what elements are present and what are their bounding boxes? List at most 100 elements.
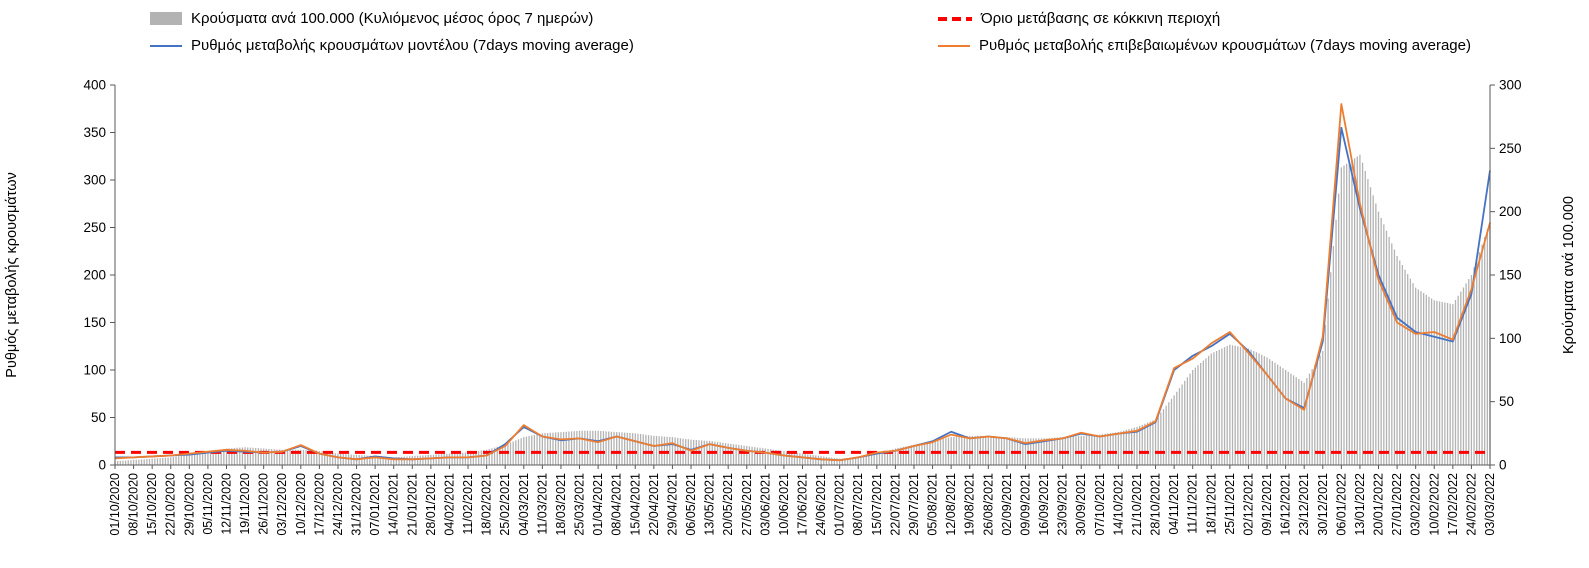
svg-text:29/10/2020: 29/10/2020 <box>182 473 196 536</box>
svg-text:20/01/2022: 20/01/2022 <box>1372 473 1386 536</box>
svg-text:28/10/2021: 28/10/2021 <box>1149 473 1163 536</box>
threshold-legend-label: Όριο μετάβασης σε κόκκινη περιοχή <box>981 10 1221 27</box>
svg-text:05/11/2020: 05/11/2020 <box>201 473 215 535</box>
svg-text:13/01/2022: 13/01/2022 <box>1353 473 1367 536</box>
svg-text:07/10/2021: 07/10/2021 <box>1093 473 1107 536</box>
svg-text:400: 400 <box>83 78 106 93</box>
svg-text:0: 0 <box>98 458 106 473</box>
svg-text:24/06/2021: 24/06/2021 <box>814 473 828 536</box>
svg-text:29/04/2021: 29/04/2021 <box>665 473 679 536</box>
svg-text:17/12/2020: 17/12/2020 <box>312 473 326 536</box>
svg-text:50: 50 <box>91 410 106 425</box>
svg-text:100: 100 <box>1499 331 1522 346</box>
svg-text:09/12/2021: 09/12/2021 <box>1260 473 1274 536</box>
svg-text:16/12/2021: 16/12/2021 <box>1279 473 1293 536</box>
left-axis-title: Ρυθμός μεταβολής κρουσμάτων <box>4 172 20 378</box>
svg-text:12/08/2021: 12/08/2021 <box>944 473 958 536</box>
legend-item-red-threshold: Όριο μετάβασης σε κόκκινη περιοχή <box>938 10 1220 27</box>
svg-text:03/02/2022: 03/02/2022 <box>1409 473 1423 536</box>
svg-text:17/02/2022: 17/02/2022 <box>1446 473 1460 536</box>
x-axis: 01/10/2020 08/10/2020 15/10/2020 22/10/2020… <box>108 465 1497 536</box>
svg-text:25/11/2021: 25/11/2021 <box>1223 473 1237 535</box>
svg-text:18/11/2021: 18/11/2021 <box>1204 473 1218 535</box>
svg-text:0: 0 <box>1499 458 1507 473</box>
svg-text:20/05/2021: 20/05/2021 <box>721 473 735 536</box>
svg-text:03/12/2020: 03/12/2020 <box>275 473 289 536</box>
svg-text:10/02/2022: 10/02/2022 <box>1427 473 1441 536</box>
svg-text:04/02/2021: 04/02/2021 <box>442 473 456 536</box>
confirmed-legend-swatch-icon <box>938 44 970 47</box>
svg-text:16/09/2021: 16/09/2021 <box>1037 473 1051 536</box>
svg-text:15/04/2021: 15/04/2021 <box>628 473 642 536</box>
svg-text:08/04/2021: 08/04/2021 <box>610 473 624 536</box>
model-line <box>115 126 1491 462</box>
threshold-legend-swatch-icon <box>938 16 972 21</box>
svg-text:200: 200 <box>1499 204 1522 219</box>
svg-text:15/10/2020: 15/10/2020 <box>145 473 159 536</box>
model-legend-swatch-icon <box>150 44 182 47</box>
svg-text:25/02/2021: 25/02/2021 <box>498 473 512 536</box>
right-axis-title: Κρούσματα ανά 100.000 <box>1561 196 1577 354</box>
svg-text:22/04/2021: 22/04/2021 <box>647 473 661 536</box>
svg-text:30/09/2021: 30/09/2021 <box>1074 473 1088 536</box>
bars-legend-label: Κρούσματα ανά 100.000 (Κυλιόμενος μέσος … <box>191 10 594 27</box>
svg-text:26/08/2021: 26/08/2021 <box>981 473 995 536</box>
svg-text:27/05/2021: 27/05/2021 <box>740 473 754 536</box>
svg-text:24/02/2022: 24/02/2022 <box>1464 473 1478 536</box>
svg-text:26/11/2020: 26/11/2020 <box>257 473 271 535</box>
confirmed-legend-label: Ρυθμός μεταβολής επιβεβαιωμένων κρουσμάτ… <box>979 37 1471 54</box>
svg-text:06/01/2022: 06/01/2022 <box>1334 473 1348 536</box>
svg-text:29/07/2021: 29/07/2021 <box>907 473 921 536</box>
svg-text:11/02/2021: 11/02/2021 <box>461 473 475 535</box>
svg-text:21/10/2021: 21/10/2021 <box>1130 473 1144 536</box>
y-axis-right: 0 50 100 150 200 250 300 <box>1490 78 1522 473</box>
svg-text:18/02/2021: 18/02/2021 <box>480 473 494 536</box>
svg-text:05/08/2021: 05/08/2021 <box>926 473 940 536</box>
svg-text:18/03/2021: 18/03/2021 <box>554 473 568 536</box>
svg-text:14/10/2021: 14/10/2021 <box>1111 473 1125 536</box>
svg-text:23/12/2021: 23/12/2021 <box>1297 473 1311 536</box>
bars-series <box>114 154 1491 465</box>
svg-text:15/07/2021: 15/07/2021 <box>870 473 884 536</box>
svg-text:08/10/2020: 08/10/2020 <box>127 473 141 536</box>
svg-text:01/07/2021: 01/07/2021 <box>833 473 847 536</box>
y-axis-left: 0 50 100 150 200 250 300 350 400 <box>83 78 115 473</box>
legend-item-confirmed-line: Ρυθμός μεταβολής επιβεβαιωμένων κρουσμάτ… <box>938 37 1471 54</box>
svg-text:300: 300 <box>83 173 106 188</box>
svg-text:22/07/2021: 22/07/2021 <box>888 473 902 536</box>
svg-text:01/04/2021: 01/04/2021 <box>591 473 605 536</box>
svg-text:31/12/2020: 31/12/2020 <box>350 473 364 536</box>
svg-text:350: 350 <box>83 125 106 140</box>
svg-text:10/06/2021: 10/06/2021 <box>777 473 791 536</box>
svg-text:11/03/2021: 11/03/2021 <box>535 473 549 535</box>
svg-text:150: 150 <box>1499 268 1522 283</box>
confirmed-line <box>114 103 1491 462</box>
svg-text:04/11/2021: 04/11/2021 <box>1167 473 1181 535</box>
svg-text:13/05/2021: 13/05/2021 <box>703 473 717 536</box>
svg-text:28/01/2021: 28/01/2021 <box>424 473 438 536</box>
svg-text:01/10/2020: 01/10/2020 <box>108 473 122 536</box>
svg-text:23/09/2021: 23/09/2021 <box>1056 473 1070 536</box>
svg-text:08/07/2021: 08/07/2021 <box>851 473 865 536</box>
legend-item-model-line: Ρυθμός μεταβολής κρουσμάτων μοντέλου (7d… <box>150 37 634 54</box>
svg-text:25/03/2021: 25/03/2021 <box>573 473 587 536</box>
svg-text:22/10/2020: 22/10/2020 <box>164 473 178 536</box>
svg-text:250: 250 <box>83 220 106 235</box>
legend-item-cases-bars: Κρούσματα ανά 100.000 (Κυλιόμενος μέσος … <box>150 10 593 27</box>
svg-text:19/08/2021: 19/08/2021 <box>963 473 977 536</box>
svg-text:150: 150 <box>83 315 106 330</box>
svg-text:100: 100 <box>83 363 106 378</box>
svg-text:04/03/2021: 04/03/2021 <box>517 473 531 536</box>
svg-text:10/12/2020: 10/12/2020 <box>294 473 308 536</box>
svg-text:17/06/2021: 17/06/2021 <box>796 473 810 536</box>
svg-text:09/09/2021: 09/09/2021 <box>1018 473 1032 536</box>
model-legend-label: Ρυθμός μεταβολής κρουσμάτων μοντέλου (7d… <box>191 37 634 54</box>
svg-text:02/12/2021: 02/12/2021 <box>1241 473 1255 536</box>
svg-text:250: 250 <box>1499 141 1522 156</box>
svg-text:21/01/2021: 21/01/2021 <box>405 473 419 536</box>
svg-text:14/01/2021: 14/01/2021 <box>387 473 401 536</box>
bars-legend-swatch-icon <box>150 12 182 25</box>
svg-text:27/01/2022: 27/01/2022 <box>1390 473 1404 536</box>
